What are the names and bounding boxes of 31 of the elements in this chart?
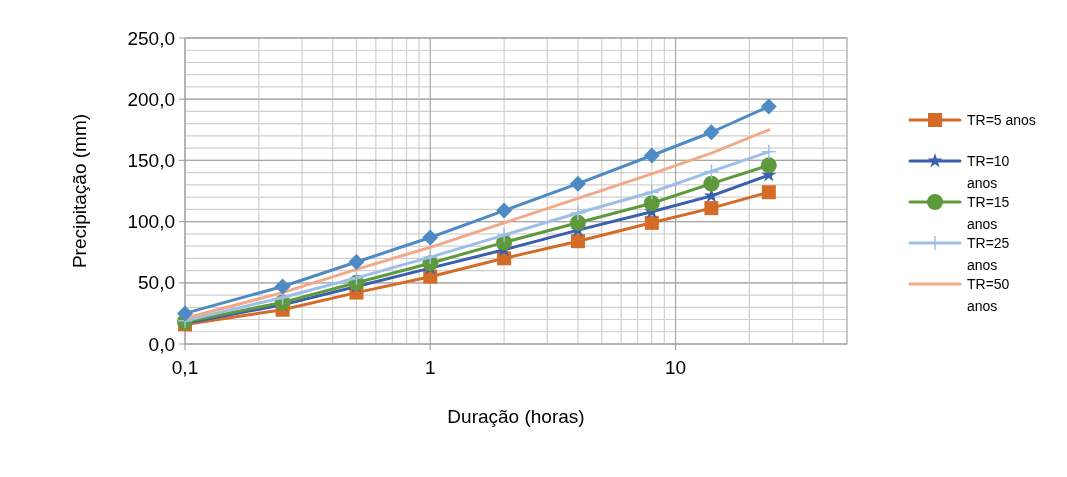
point: [644, 184, 660, 200]
y-axis-title: Precipitação (mm): [69, 113, 90, 269]
point: [643, 147, 660, 164]
point: [644, 215, 659, 230]
y-tick-label: 200,0: [127, 88, 175, 110]
x-tick-label: 10: [664, 357, 687, 378]
point: [348, 270, 365, 286]
point: [643, 195, 660, 212]
legend-label: TR=50 anos: [967, 275, 1010, 315]
point: [569, 175, 586, 192]
x-axis-title: Duração (horas): [447, 406, 585, 427]
y-tick-label: 150,0: [127, 150, 175, 172]
y-tick-label: 0,0: [148, 333, 175, 355]
point: [496, 202, 513, 219]
legend-label: TR=5 anos: [967, 111, 1036, 128]
point: [274, 278, 291, 295]
x-tick-label: 0,1: [171, 357, 199, 378]
y-tick-label: 50,0: [138, 272, 175, 294]
legend-label: TR=15 anos: [967, 193, 1010, 233]
point: [422, 229, 439, 246]
y-tick-label: 100,0: [127, 211, 175, 233]
point: [570, 205, 586, 221]
point: [348, 253, 365, 270]
point: [496, 227, 512, 243]
y-tick-label: 250,0: [127, 27, 175, 49]
point: [570, 234, 585, 249]
x-tick-label: 1: [424, 357, 436, 378]
legend-label: TR=10 anos: [967, 152, 1010, 192]
point: [569, 214, 586, 231]
point: [422, 249, 439, 265]
legend-label: TR=25 anos: [967, 234, 1010, 274]
